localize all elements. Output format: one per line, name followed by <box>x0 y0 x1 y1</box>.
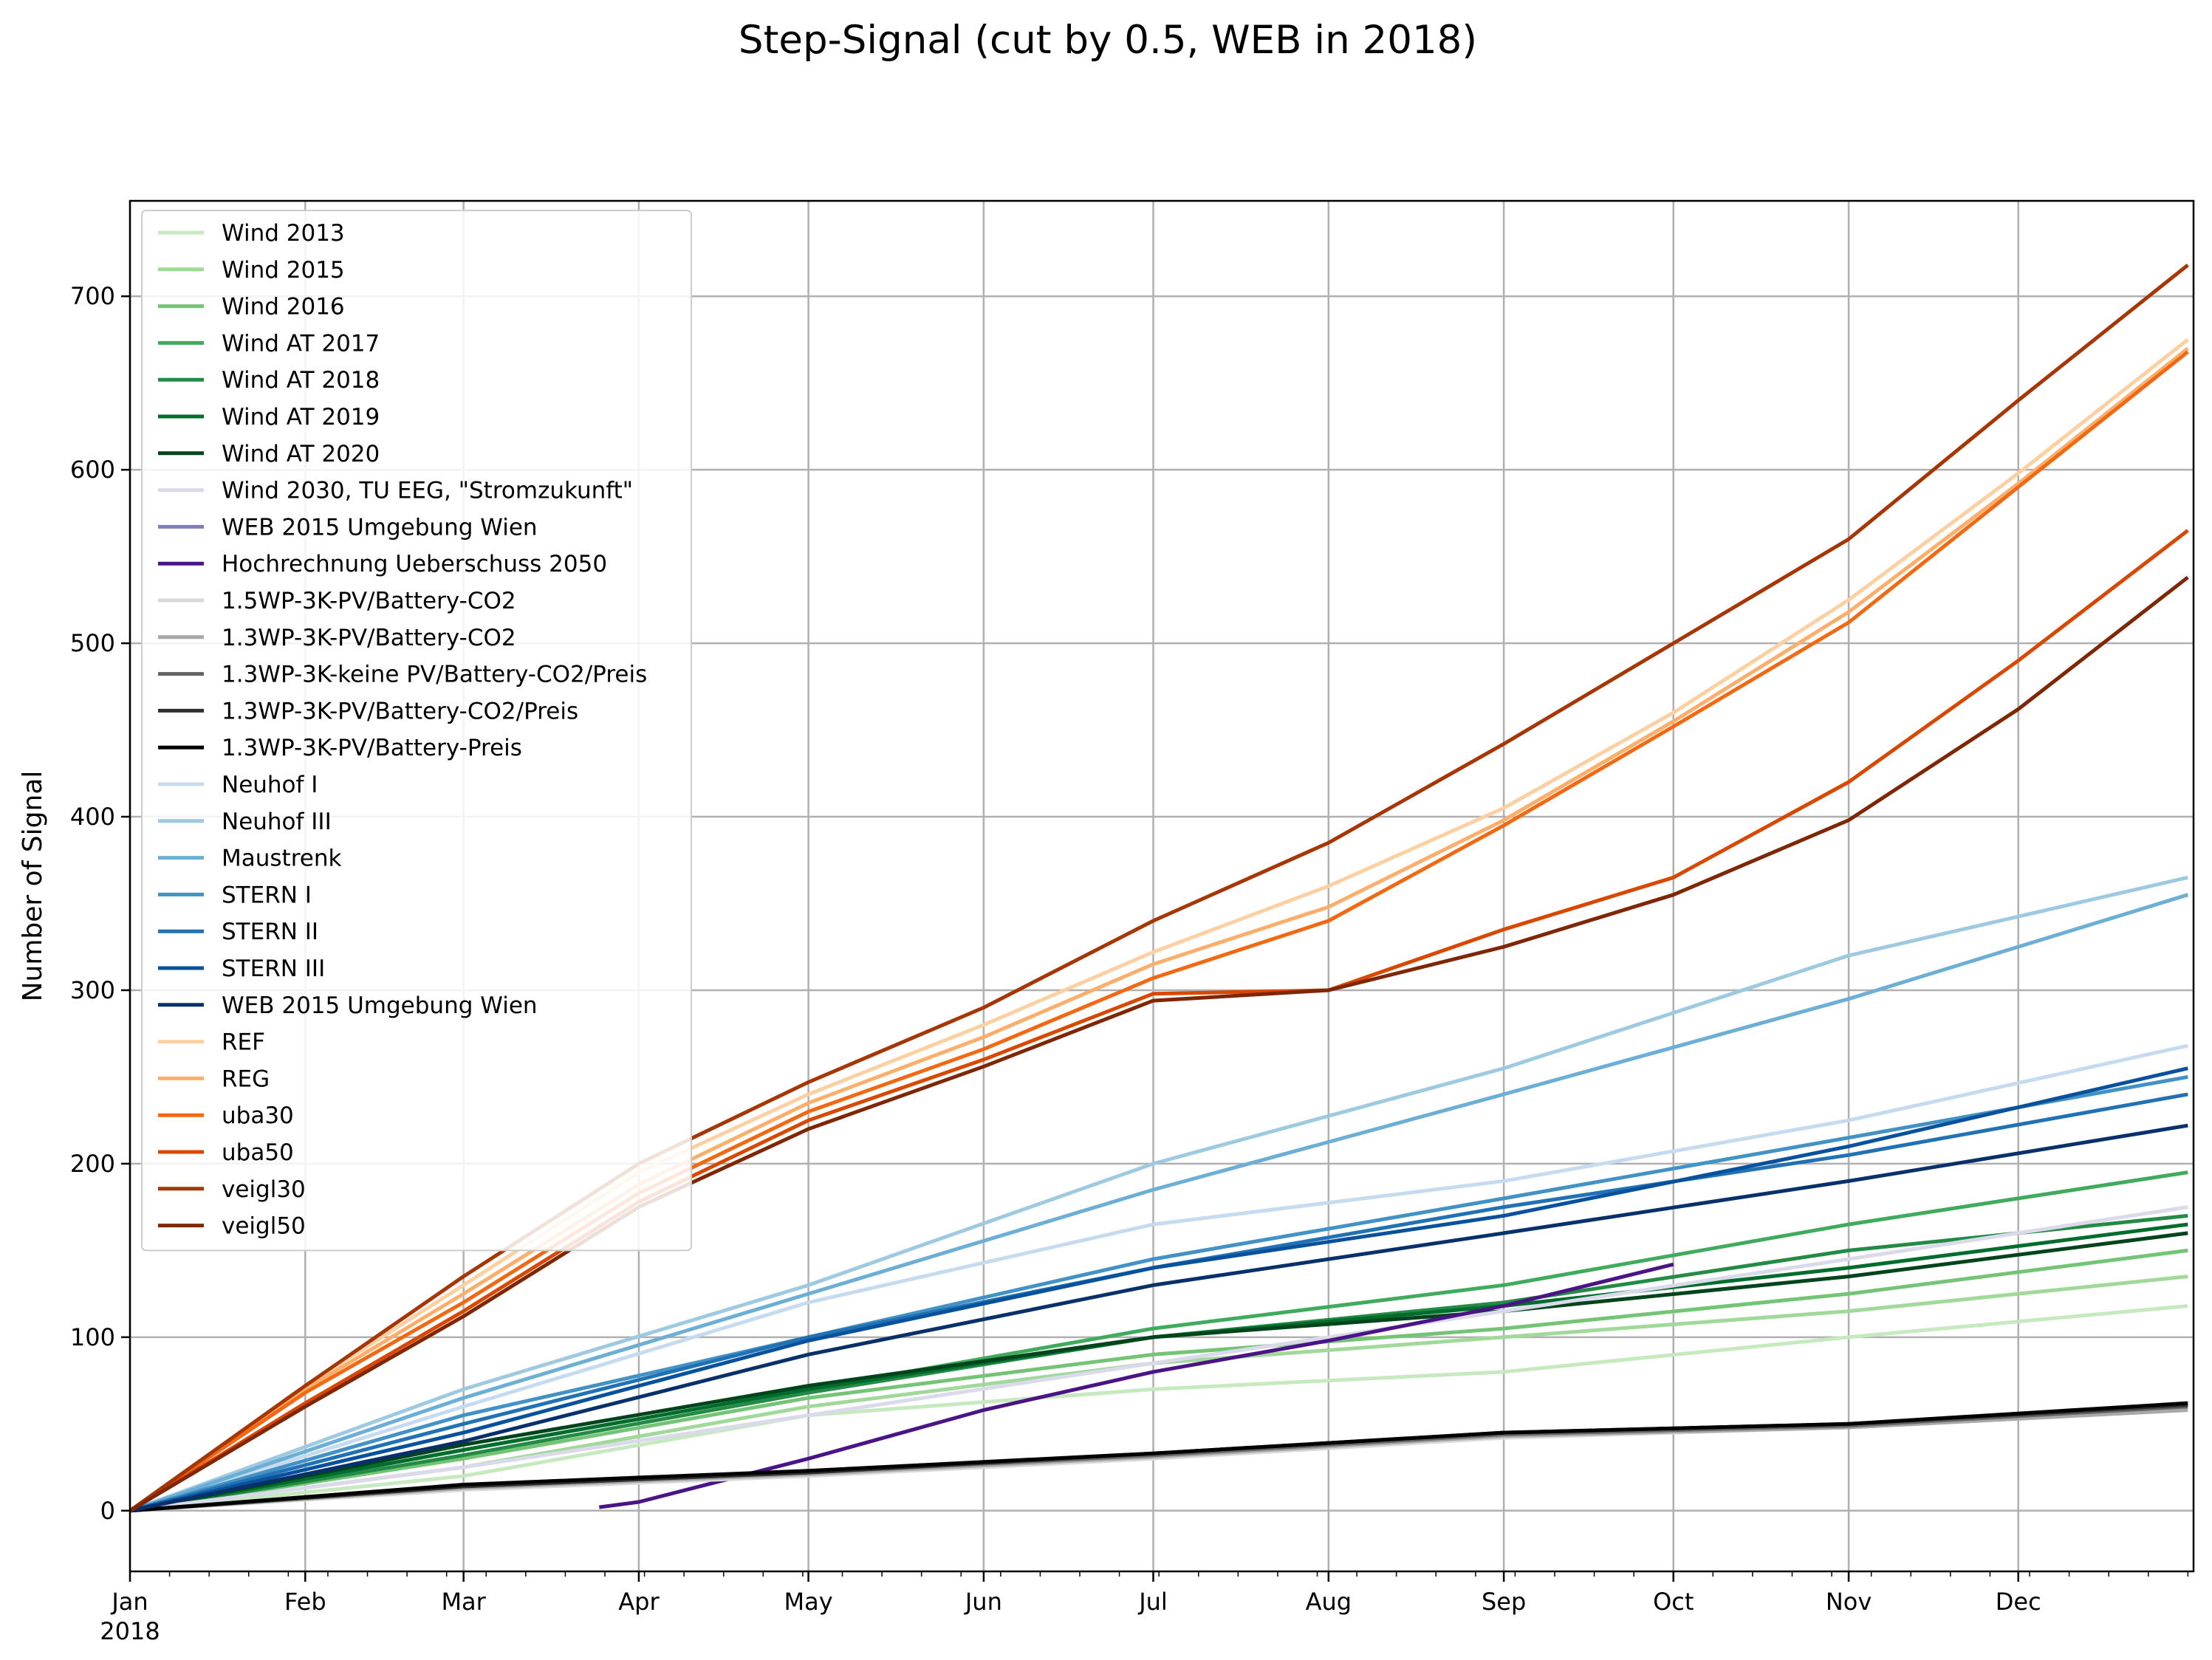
legend: Wind 2013 Wind 2015 Wind 2016 Wind AT 2017 W… <box>141 210 692 1252</box>
series-line <box>130 1275 2188 1513</box>
legend-label: Wind 2030, TU EEG, "Stromzukunft" <box>222 478 633 504</box>
legend-label: veigl50 <box>222 1213 306 1240</box>
legend-label: REG <box>222 1066 270 1092</box>
legend-label: 1.3WP-3K-PV/Battery-CO2/Preis <box>222 698 578 724</box>
legend-label: Maustrenk <box>222 846 341 872</box>
series-line <box>130 263 2189 1512</box>
legend-label: Wind AT 2020 <box>222 441 380 467</box>
legend-label: 1.5WP-3K-PV/Battery-CO2 <box>222 588 516 614</box>
x-tick-label: Oct <box>1653 1588 1694 1616</box>
series-line <box>130 1074 2188 1513</box>
y-tick-label: 700 <box>70 282 115 310</box>
series-line <box>130 575 2189 1512</box>
legend-label: 1.3WP-3K-PV/Battery-CO2 <box>222 625 516 651</box>
legend-label: Wind AT 2017 <box>222 330 380 357</box>
legend-label: WEB 2015 Umgebung Wien <box>222 514 538 541</box>
x-tick-label: Jan <box>110 1588 148 1616</box>
x-tick-label: Jun <box>964 1588 1002 1616</box>
legend-label: Wind 2015 <box>222 257 345 284</box>
series-line <box>130 529 2189 1512</box>
legend-label: Hochrechnung Ueberschuss 2050 <box>222 551 607 577</box>
x-tick-label: May <box>784 1588 832 1616</box>
series-line <box>130 1304 2188 1513</box>
y-tick-label: 200 <box>70 1150 115 1178</box>
y-tick-label: 600 <box>70 456 115 484</box>
series-line <box>130 1123 2188 1513</box>
series-line <box>130 1043 2188 1513</box>
series-line <box>598 1262 1674 1509</box>
legend-label: Neuhof III <box>222 809 332 835</box>
x-tick-label: Apr <box>618 1588 660 1616</box>
series-line <box>130 1401 2188 1513</box>
x-tick-label: Dec <box>1996 1588 2041 1616</box>
series-line <box>130 893 2189 1513</box>
x-axis: Jan Feb Mar Apr May Jun Jul Aug Sep Oct Nov Dec 2018 <box>100 1571 2189 1645</box>
legend-label: 1.3WP-3K-PV/Battery-Preis <box>222 735 522 761</box>
series-line <box>130 1231 2188 1513</box>
legend-label: Wind 2016 <box>222 294 345 320</box>
series-line <box>130 346 2189 1512</box>
y-tick-label: 400 <box>70 803 115 831</box>
x-year-label: 2018 <box>100 1617 160 1645</box>
x-tick-label: Mar <box>441 1588 486 1616</box>
chart-title: Step-Signal (cut by 0.5, WEB in 2018) <box>739 18 1477 63</box>
legend-box <box>141 210 692 1252</box>
series-line <box>130 337 2189 1512</box>
plot-frame <box>129 199 2195 1573</box>
x-tick-label: Feb <box>284 1588 326 1616</box>
legend-label: REF <box>222 1029 265 1056</box>
legend-label: uba50 <box>222 1139 294 1166</box>
series-line <box>130 1066 2188 1513</box>
series-line <box>130 875 2188 1513</box>
legend-label: Wind 2013 <box>222 220 345 247</box>
series-line <box>130 350 2189 1512</box>
y-tick-label: 0 <box>100 1497 115 1525</box>
legend-label: Wind AT 2019 <box>222 404 380 431</box>
legend-label: STERN I <box>222 882 312 908</box>
legend-label: veigl30 <box>222 1176 306 1203</box>
legend-label: 1.3WP-3K-keine PV/Battery-CO2/Preis <box>222 662 647 688</box>
x-tick-label: Jul <box>1137 1588 1168 1616</box>
legend-label: STERN III <box>222 956 325 982</box>
legend-label: Wind AT 2018 <box>222 367 380 394</box>
plot-series <box>130 263 2189 1513</box>
legend-label: uba30 <box>222 1102 294 1129</box>
series-line <box>130 1248 2188 1513</box>
y-axis: 0 100 200 300 400 500 600 700 <box>70 282 130 1525</box>
legend-label: STERN II <box>222 919 318 945</box>
legend-label: Neuhof I <box>222 772 318 798</box>
x-tick-label: Sep <box>1482 1588 1526 1616</box>
x-tick-label: Nov <box>1826 1588 1872 1616</box>
y-tick-label: 500 <box>70 629 115 657</box>
legend-label: WEB 2015 Umgebung Wien <box>222 992 538 1019</box>
y-tick-label: 300 <box>70 976 115 1004</box>
y-tick-label: 100 <box>70 1323 115 1351</box>
x-tick-label: Aug <box>1306 1588 1352 1616</box>
y-axis-label: Number of Signal <box>18 771 48 1002</box>
series-line <box>130 1205 2188 1513</box>
